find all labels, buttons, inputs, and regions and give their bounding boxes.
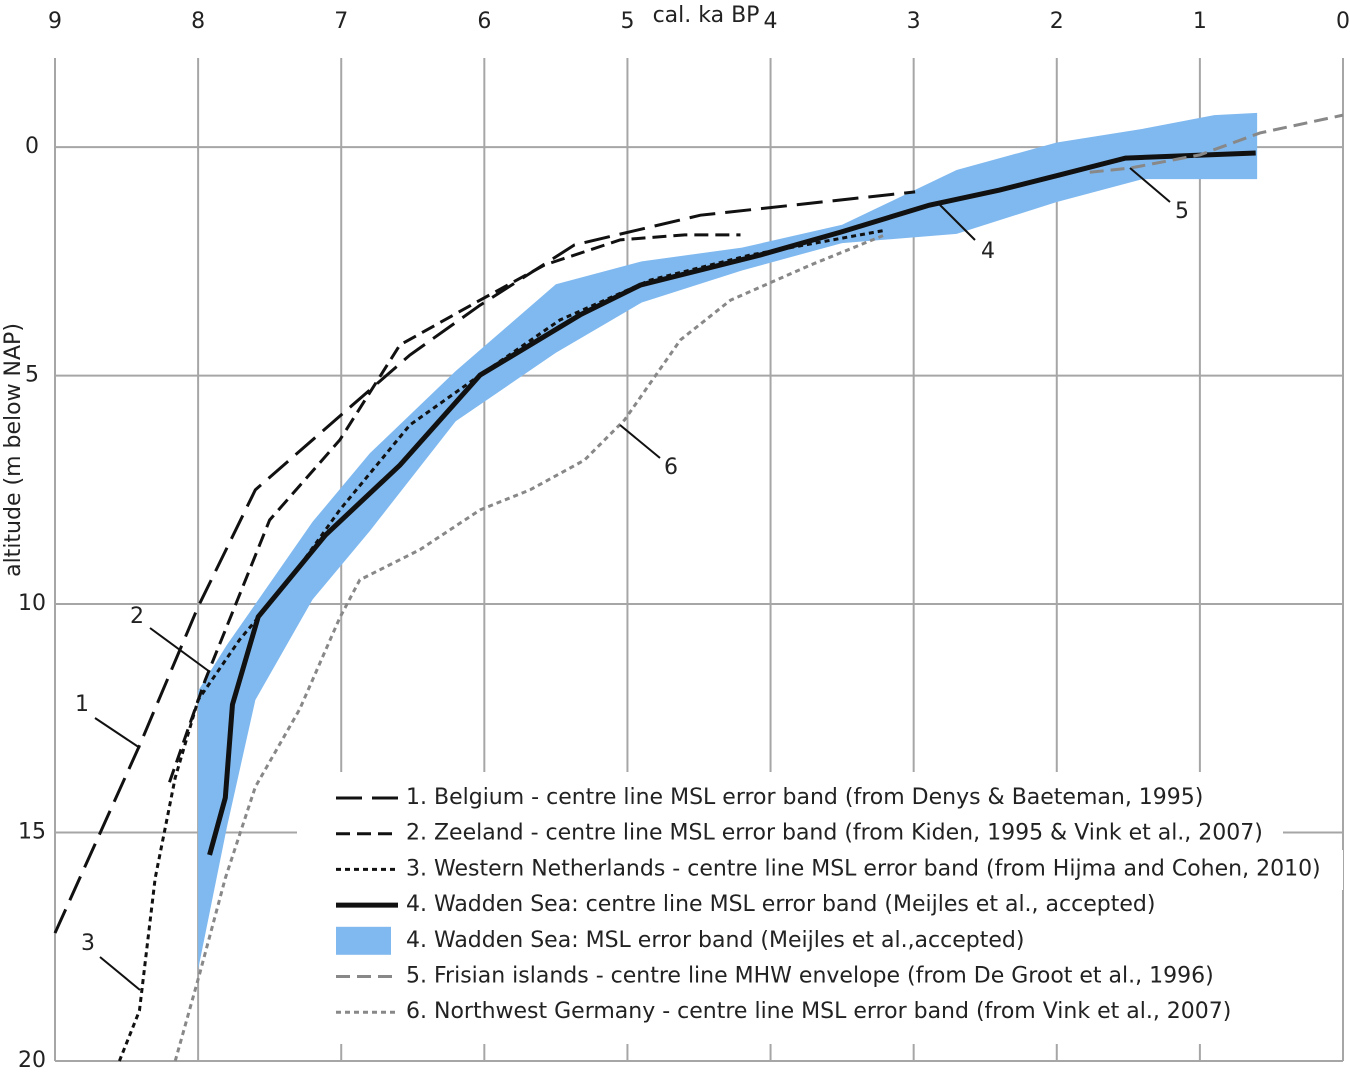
legend-swatch: [336, 926, 391, 955]
series-line: [173, 233, 886, 1062]
x-tick-label: 1: [1193, 9, 1207, 34]
y-tick-label: 20: [18, 1048, 46, 1072]
y-tick-label: 0: [25, 134, 39, 159]
legend-label: 4. Wadden Sea: MSL error band (Meijles e…: [406, 928, 1024, 953]
y-tick-label: 5: [25, 363, 39, 388]
callout-label: 5: [1175, 199, 1189, 224]
callout-label: 3: [81, 931, 95, 956]
legend-label: 4. Wadden Sea: centre line MSL error ban…: [406, 892, 1155, 917]
callout-line: [939, 204, 976, 241]
callout-line: [99, 956, 141, 991]
legend-background: [297, 772, 1283, 1044]
series-line: [53, 190, 916, 934]
series-line: [1089, 113, 1344, 174]
legend-label: 3. Western Netherlands - centre line MSL…: [406, 856, 1321, 881]
callout-label: 1: [75, 692, 89, 717]
x-tick-label: 4: [764, 9, 778, 34]
callout-label: 6: [664, 455, 678, 480]
legend-label: 5. Frisian islands - centre line MHW env…: [406, 964, 1214, 989]
callout-line: [619, 424, 661, 459]
series-line: [168, 233, 741, 783]
y-tick-label: 15: [18, 820, 46, 845]
series-line: [207, 150, 1256, 856]
callout-line: [149, 627, 211, 673]
y-tick-label: 10: [18, 591, 46, 616]
x-tick-label: 3: [907, 9, 921, 34]
x-tick-label: 6: [477, 9, 491, 34]
callout-line: [94, 717, 141, 749]
y-axis-title: altitude (m below NAP): [1, 323, 26, 577]
legend-label: 1. Belgium - centre line MSL error band …: [406, 785, 1203, 810]
legend-label: 2. Zeeland - centre line MSL error band …: [406, 821, 1263, 846]
x-tick-label: 0: [1336, 9, 1350, 34]
x-axis-title: cal. ka BP: [653, 3, 760, 28]
legend-label: 6. Northwest Germany - centre line MSL e…: [406, 999, 1231, 1024]
x-tick-label: 2: [1050, 9, 1064, 34]
x-tick-label: 8: [191, 9, 205, 34]
x-tick-label: 9: [48, 9, 62, 34]
callout-label: 2: [130, 604, 144, 629]
x-tick-label: 7: [334, 9, 348, 34]
legend-background: [1283, 850, 1343, 890]
callout-label: 4: [981, 239, 995, 264]
callout-line: [1129, 167, 1171, 203]
legend: 1. Belgium - centre line MSL error band …: [336, 785, 1321, 1024]
x-tick-label: 5: [620, 9, 634, 34]
